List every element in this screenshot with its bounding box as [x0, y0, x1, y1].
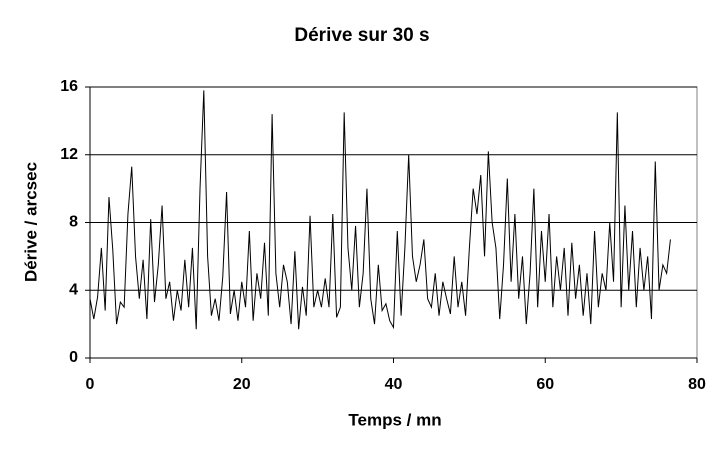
x-tick-label: 0 — [86, 376, 95, 393]
y-axis-label: Dérive / arcsec — [21, 162, 40, 282]
x-tick-label: 60 — [536, 376, 554, 393]
y-tick-label: 8 — [69, 214, 78, 231]
x-axis-label: Temps / mn — [348, 410, 441, 429]
chart-title: Dérive sur 30 s — [294, 25, 429, 46]
x-tick-label: 40 — [385, 376, 403, 393]
y-tick-label: 12 — [60, 146, 78, 163]
x-tick-label: 20 — [233, 376, 251, 393]
data-line — [89, 90, 671, 330]
x-tick-label: 80 — [688, 376, 706, 393]
y-tick-label: 0 — [69, 349, 78, 366]
y-tick-label: 16 — [60, 78, 78, 95]
y-tick-label: 4 — [69, 281, 78, 298]
